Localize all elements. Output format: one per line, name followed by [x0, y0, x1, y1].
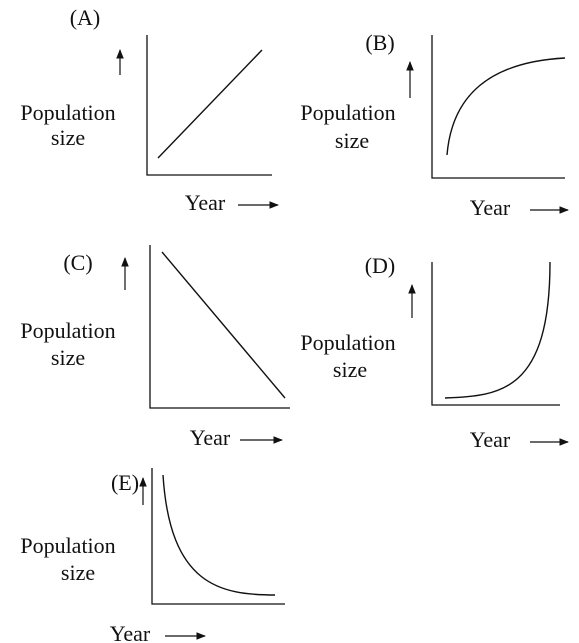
- curve: [161, 251, 286, 399]
- y-axis-label: size: [61, 560, 95, 585]
- axes: [146, 35, 272, 176]
- y-axis-label: Population: [20, 100, 115, 125]
- panel-label: (A): [70, 5, 101, 30]
- y-axis-label: Population: [300, 330, 395, 355]
- panel-label: (E): [111, 470, 139, 495]
- y-axis-label: size: [333, 357, 367, 382]
- axes: [151, 468, 285, 605]
- axes: [431, 262, 560, 406]
- curve: [444, 261, 551, 399]
- x-axis-label: Year: [110, 621, 151, 643]
- graph-panel: (B) Population size Year: [300, 30, 569, 220]
- axes: [149, 245, 290, 409]
- y-axis-label: size: [51, 125, 85, 150]
- x-axis-label: Year: [185, 190, 226, 215]
- y-axis-label: Population: [20, 318, 115, 343]
- x-axis-label: Year: [470, 195, 511, 220]
- panel-label: (C): [63, 250, 92, 275]
- curve: [162, 474, 276, 596]
- y-axis-label: size: [51, 345, 85, 370]
- curve: [157, 49, 263, 159]
- x-axis-label: Year: [190, 425, 231, 450]
- y-axis-label: size: [335, 128, 369, 153]
- curve: [446, 57, 566, 156]
- panel-label: (D): [365, 253, 396, 278]
- x-axis-label: Year: [470, 427, 511, 452]
- axes: [431, 35, 565, 179]
- panel-label: (B): [365, 30, 394, 55]
- y-axis-label: Population: [20, 533, 115, 558]
- y-axis-label: Population: [300, 100, 395, 125]
